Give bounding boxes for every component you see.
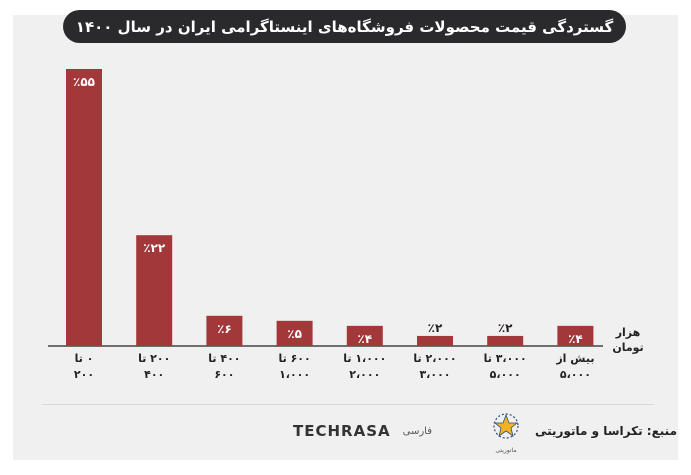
brand-name: TECHRASA: [293, 422, 391, 440]
brand-language: فارسی: [402, 425, 432, 437]
data-label: ٪۴: [357, 332, 372, 346]
bar: [66, 69, 102, 346]
chart-title: گستردگی قیمت محصولات فروشگاه‌های اینستاگ…: [63, 10, 626, 43]
category-label: ۵،۰۰۰: [560, 368, 591, 381]
bar: [136, 235, 173, 346]
data-label: ٪۲: [428, 321, 443, 335]
bar: [487, 335, 524, 346]
category-label: ۵،۰۰۰: [490, 368, 521, 381]
category-label: ۱،۰۰۰: [279, 368, 310, 381]
source-text: منبع: تکراسا و ماتوریتی: [535, 424, 678, 438]
chart-panel: [13, 15, 678, 460]
data-label: ٪۵: [287, 327, 302, 341]
category-label: ۶۰۰: [214, 368, 234, 381]
data-label: ٪۲۲: [143, 241, 166, 255]
data-label: ٪۲: [498, 321, 513, 335]
category-label: ۴۰۰: [144, 368, 164, 381]
unit-label: تومان: [612, 341, 643, 354]
techrasa-brand: TECHRASA فارسی: [293, 421, 432, 441]
category-label: ۲،۰۰۰: [349, 368, 380, 381]
maturity-logo-icon: ماتوریتی: [485, 410, 527, 454]
category-label: ۳،۰۰۰: [419, 368, 450, 381]
source-credit: ماتوریتی منبع: تکراسا و ماتوریتی: [485, 410, 678, 454]
data-label: ٪۵۵: [73, 75, 95, 89]
bar: [417, 335, 453, 346]
data-label: ٪۴: [568, 332, 583, 346]
category-label: ۲۰۰ تا: [138, 352, 170, 365]
category-label: ۶۰۰ تا: [278, 352, 310, 365]
bar: [557, 325, 594, 346]
category-label: ۲۰۰: [74, 368, 94, 381]
category-label: ۳،۰۰۰ تا: [484, 352, 527, 365]
bar: [346, 325, 383, 346]
category-label: ۴۰۰ تا: [208, 352, 240, 365]
unit-label: هزار: [615, 326, 641, 339]
bar: [206, 315, 243, 346]
logo-caption: ماتوریتی: [495, 447, 517, 454]
data-label: ٪۶: [217, 322, 232, 336]
category-label: ۲،۰۰۰ تا: [413, 352, 456, 365]
category-label: ۱،۰۰۰ تا: [343, 352, 386, 365]
category-label: بیش از: [555, 352, 594, 365]
bar: [276, 320, 313, 346]
category-label: ۰ تا: [75, 352, 94, 365]
footer-divider: [42, 404, 654, 405]
